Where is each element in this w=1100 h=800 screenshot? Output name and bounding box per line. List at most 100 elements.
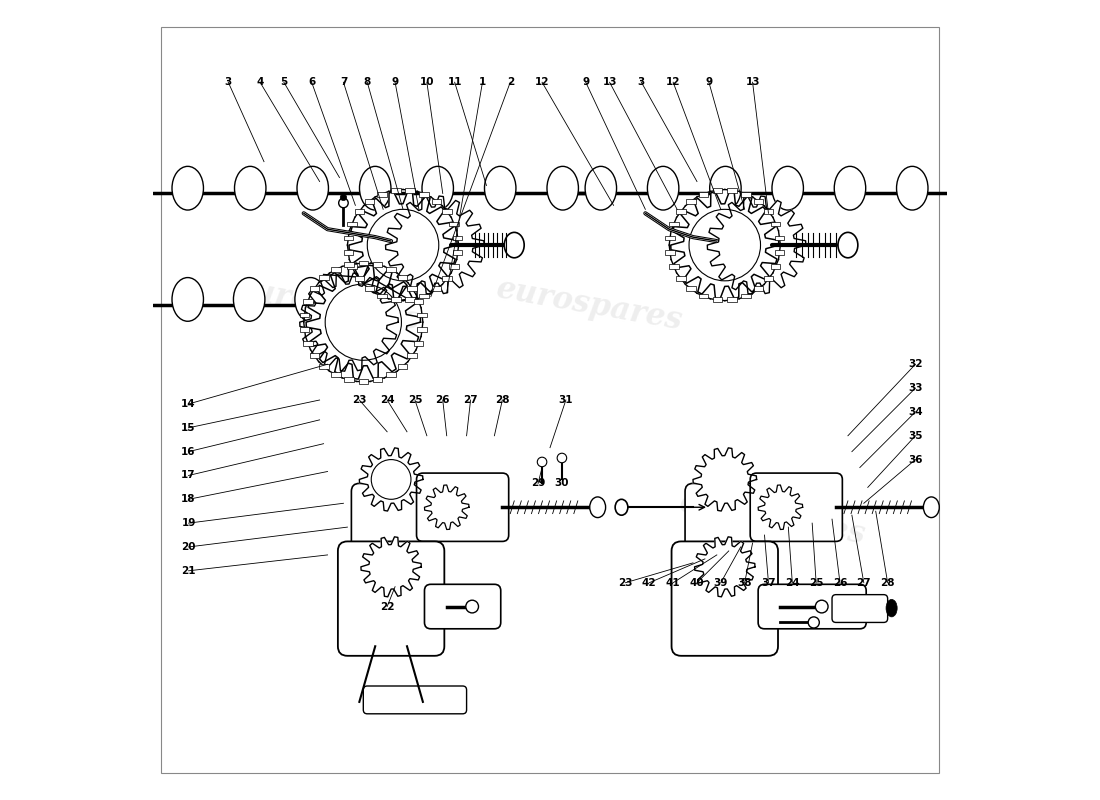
FancyBboxPatch shape <box>310 286 319 291</box>
Ellipse shape <box>360 166 390 210</box>
Text: 42: 42 <box>642 578 657 588</box>
Ellipse shape <box>1026 500 1035 514</box>
Ellipse shape <box>896 166 928 210</box>
Text: 17: 17 <box>182 470 196 481</box>
FancyBboxPatch shape <box>453 250 462 254</box>
FancyBboxPatch shape <box>666 250 675 254</box>
Text: 11: 11 <box>448 78 462 87</box>
Text: eurospares: eurospares <box>494 273 685 336</box>
Text: eurospares: eurospares <box>676 487 868 551</box>
FancyBboxPatch shape <box>419 294 429 298</box>
Text: 34: 34 <box>909 407 923 417</box>
Polygon shape <box>361 537 421 597</box>
Text: 16: 16 <box>182 446 196 457</box>
FancyBboxPatch shape <box>774 250 784 254</box>
FancyBboxPatch shape <box>414 298 424 303</box>
Ellipse shape <box>172 278 204 322</box>
FancyBboxPatch shape <box>398 275 407 280</box>
Polygon shape <box>758 485 803 530</box>
FancyBboxPatch shape <box>698 294 708 298</box>
Text: 7: 7 <box>340 78 348 87</box>
FancyBboxPatch shape <box>348 264 356 269</box>
FancyBboxPatch shape <box>338 542 444 656</box>
Text: 20: 20 <box>182 542 196 552</box>
Ellipse shape <box>356 278 388 322</box>
FancyBboxPatch shape <box>741 294 750 298</box>
Text: 35: 35 <box>909 430 923 441</box>
Text: 2: 2 <box>507 78 514 87</box>
Ellipse shape <box>590 497 606 518</box>
Polygon shape <box>694 537 755 597</box>
FancyBboxPatch shape <box>754 286 763 291</box>
FancyBboxPatch shape <box>676 209 685 214</box>
Text: 33: 33 <box>909 383 923 393</box>
Text: 3: 3 <box>224 78 232 87</box>
Circle shape <box>465 600 478 613</box>
Polygon shape <box>386 196 484 294</box>
Text: 1: 1 <box>478 78 486 87</box>
Text: 25: 25 <box>408 395 422 405</box>
Ellipse shape <box>834 166 866 210</box>
FancyBboxPatch shape <box>386 372 396 377</box>
Ellipse shape <box>585 166 617 210</box>
FancyBboxPatch shape <box>727 298 737 302</box>
Text: 41: 41 <box>666 578 681 588</box>
Text: 5: 5 <box>280 78 287 87</box>
FancyBboxPatch shape <box>763 276 773 281</box>
FancyBboxPatch shape <box>354 276 364 281</box>
FancyBboxPatch shape <box>727 188 737 193</box>
Text: 9: 9 <box>705 78 713 87</box>
FancyBboxPatch shape <box>774 235 784 240</box>
Text: 19: 19 <box>182 518 196 528</box>
Polygon shape <box>693 448 757 511</box>
FancyBboxPatch shape <box>373 262 382 267</box>
FancyBboxPatch shape <box>449 264 459 269</box>
FancyBboxPatch shape <box>373 377 382 382</box>
Text: 4: 4 <box>256 78 264 87</box>
FancyBboxPatch shape <box>417 327 427 332</box>
FancyBboxPatch shape <box>741 192 750 197</box>
FancyBboxPatch shape <box>331 372 341 377</box>
Text: 10: 10 <box>419 78 435 87</box>
Text: 38: 38 <box>737 578 752 588</box>
Text: 21: 21 <box>182 566 196 576</box>
FancyBboxPatch shape <box>713 188 723 193</box>
FancyBboxPatch shape <box>406 188 415 193</box>
Polygon shape <box>360 448 422 511</box>
FancyBboxPatch shape <box>763 209 773 214</box>
FancyBboxPatch shape <box>363 686 466 714</box>
FancyBboxPatch shape <box>300 327 309 332</box>
Text: 9: 9 <box>582 78 590 87</box>
Circle shape <box>537 457 547 466</box>
FancyBboxPatch shape <box>398 364 407 369</box>
Text: 36: 36 <box>909 454 923 465</box>
FancyBboxPatch shape <box>442 209 451 214</box>
Text: 28: 28 <box>495 395 509 405</box>
FancyBboxPatch shape <box>343 250 353 254</box>
Text: 12: 12 <box>535 78 549 87</box>
Text: 23: 23 <box>618 578 632 588</box>
Text: 15: 15 <box>182 423 196 433</box>
Ellipse shape <box>838 232 858 258</box>
FancyBboxPatch shape <box>377 294 387 298</box>
Text: 27: 27 <box>857 578 871 588</box>
Text: 22: 22 <box>379 602 395 611</box>
FancyBboxPatch shape <box>453 235 462 240</box>
Polygon shape <box>671 191 779 299</box>
FancyBboxPatch shape <box>331 267 341 272</box>
FancyBboxPatch shape <box>319 364 329 369</box>
Circle shape <box>340 194 346 201</box>
FancyBboxPatch shape <box>698 192 708 197</box>
Polygon shape <box>306 265 420 379</box>
FancyBboxPatch shape <box>425 584 500 629</box>
Ellipse shape <box>295 278 327 322</box>
FancyBboxPatch shape <box>365 199 374 204</box>
Ellipse shape <box>887 599 898 617</box>
FancyBboxPatch shape <box>407 286 417 291</box>
FancyBboxPatch shape <box>304 298 312 303</box>
Text: 24: 24 <box>785 578 800 588</box>
FancyBboxPatch shape <box>669 222 679 226</box>
FancyBboxPatch shape <box>359 379 369 384</box>
Ellipse shape <box>234 166 266 210</box>
FancyBboxPatch shape <box>685 483 769 567</box>
